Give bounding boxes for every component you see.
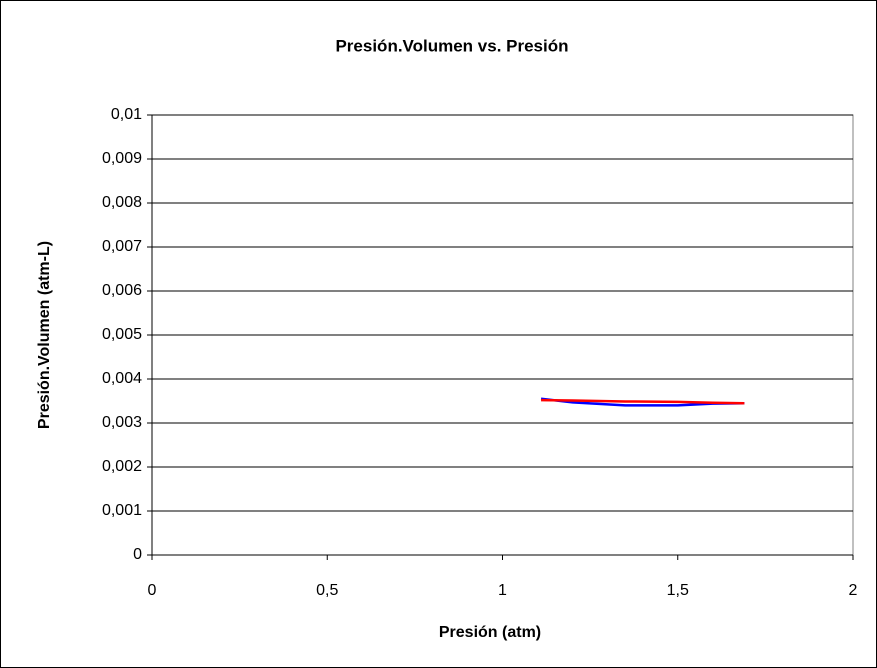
y-tick-label: 0,002 bbox=[102, 458, 142, 475]
y-axis-label: Presión.Volumen (atm-L) bbox=[36, 241, 53, 429]
y-tick-label: 0,003 bbox=[102, 414, 142, 431]
x-axis-label: Presión (atm) bbox=[439, 624, 541, 641]
chart-title: Presión.Volumen vs. Presión bbox=[335, 36, 568, 55]
x-tick-label: 0 bbox=[148, 582, 157, 599]
y-tick-label: 0,001 bbox=[102, 502, 142, 519]
x-tick-label: 0,5 bbox=[316, 582, 338, 599]
y-tick-label: 0,008 bbox=[102, 194, 142, 211]
y-tick-label: 0,005 bbox=[102, 326, 142, 343]
y-tick-label: 0,004 bbox=[102, 370, 142, 387]
y-tick-label: 0,007 bbox=[102, 238, 142, 255]
x-tick-label: 2 bbox=[849, 582, 858, 599]
y-tick-label: 0,01 bbox=[111, 106, 142, 123]
y-tick-label: 0,006 bbox=[102, 282, 142, 299]
x-tick-label: 1,5 bbox=[667, 582, 689, 599]
y-tick-label: 0,009 bbox=[102, 150, 142, 167]
y-tick-label: 0 bbox=[133, 546, 142, 563]
data-line bbox=[541, 398, 745, 405]
x-tick-label: 1 bbox=[498, 582, 507, 599]
